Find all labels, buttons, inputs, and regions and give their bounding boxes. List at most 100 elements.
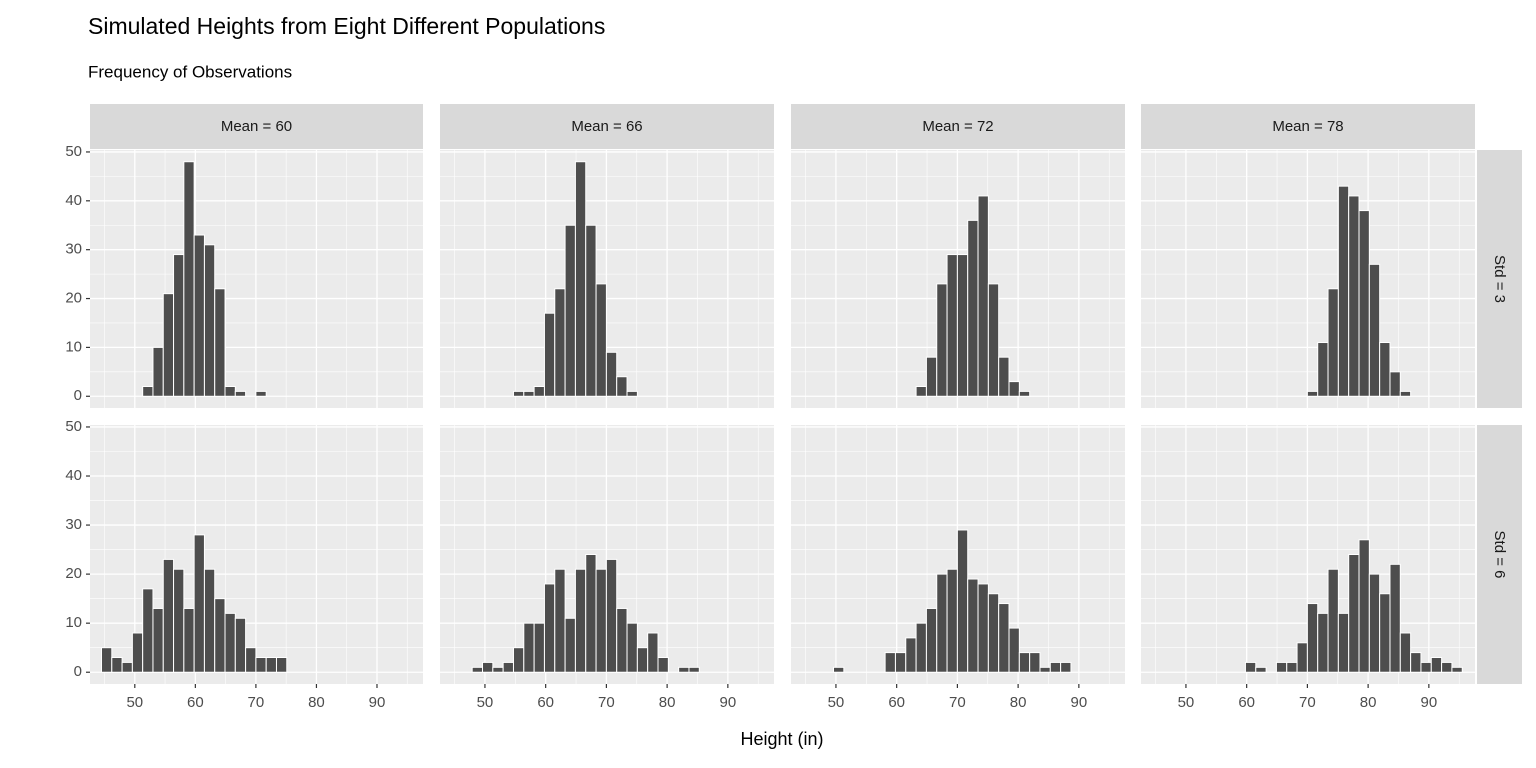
- bar: [224, 612, 236, 673]
- bar: [234, 390, 247, 397]
- bar: [1306, 390, 1319, 397]
- chart-title: Simulated Heights from Eight Different P…: [88, 13, 605, 39]
- bar: [1368, 263, 1381, 397]
- bar: [585, 554, 597, 673]
- y-tick-label: 20: [65, 565, 82, 582]
- y-tick-label: 0: [74, 387, 82, 404]
- bar: [936, 573, 948, 673]
- bar: [956, 254, 969, 397]
- y-tick-label: 20: [65, 290, 82, 307]
- bar: [543, 312, 556, 397]
- bar: [173, 568, 185, 673]
- x-tick-label: 90: [1421, 694, 1438, 711]
- bar: [1389, 563, 1401, 673]
- bar: [492, 666, 504, 673]
- x-tick-label: 60: [888, 694, 905, 711]
- bar: [1029, 652, 1041, 673]
- bar: [884, 652, 896, 673]
- y-tick-label: 50: [65, 418, 82, 435]
- y-tick-label: 0: [74, 663, 82, 680]
- bar: [214, 598, 226, 673]
- bar: [152, 346, 164, 397]
- x-tick-label: 70: [598, 694, 615, 711]
- bar: [502, 661, 514, 673]
- bar: [1348, 195, 1360, 397]
- x-tick-label: 60: [537, 694, 554, 711]
- x-tick-label: 70: [1299, 694, 1316, 711]
- bar: [605, 351, 618, 397]
- bar: [894, 652, 907, 673]
- bar: [1410, 652, 1422, 673]
- bar: [533, 386, 545, 397]
- facet-label: Mean = 60: [221, 118, 292, 135]
- x-tick-label: 50: [828, 694, 845, 711]
- bar: [987, 593, 1000, 673]
- bar: [967, 578, 979, 673]
- bar: [512, 647, 525, 673]
- x-tick-label: 90: [369, 694, 386, 711]
- x-tick-label: 80: [659, 694, 676, 711]
- bar: [616, 607, 628, 673]
- y-tick-label: 40: [65, 192, 82, 209]
- bar: [564, 617, 576, 673]
- facet-strip: [1477, 425, 1522, 684]
- bar: [915, 386, 927, 397]
- bar: [657, 657, 669, 673]
- bar: [977, 583, 989, 673]
- bar: [234, 617, 247, 673]
- bar: [595, 283, 607, 397]
- bar: [162, 293, 175, 397]
- facet-strip: [1141, 104, 1475, 149]
- bar: [998, 603, 1010, 673]
- x-tick-label: 80: [308, 694, 325, 711]
- bar: [512, 390, 525, 397]
- bar: [688, 666, 700, 673]
- bar: [1358, 539, 1370, 673]
- x-tick-label: 80: [1010, 694, 1027, 711]
- bar: [554, 568, 566, 673]
- bar: [533, 622, 545, 673]
- bar: [193, 234, 205, 397]
- facet-strip: [791, 104, 1125, 149]
- bar: [574, 161, 587, 397]
- bar: [626, 622, 638, 673]
- bar: [915, 622, 927, 673]
- x-tick-label: 50: [126, 694, 143, 711]
- bar: [1451, 666, 1463, 673]
- bar: [1049, 661, 1062, 673]
- bar: [523, 390, 535, 397]
- y-tick-label: 10: [65, 614, 82, 631]
- bar: [1399, 390, 1412, 397]
- bar: [245, 647, 257, 673]
- x-tick-label: 60: [187, 694, 204, 711]
- bar: [564, 224, 576, 397]
- bar: [1368, 573, 1381, 673]
- bar: [554, 288, 566, 397]
- bar: [1039, 666, 1051, 673]
- bar: [678, 666, 690, 673]
- bar: [214, 288, 226, 397]
- bar: [967, 219, 979, 397]
- bar: [1358, 210, 1370, 397]
- bar: [482, 661, 494, 673]
- x-tick-label: 50: [1178, 694, 1195, 711]
- bar: [987, 283, 1000, 397]
- bar: [1317, 612, 1329, 673]
- x-axis-label: Height (in): [740, 729, 823, 749]
- bar: [1244, 661, 1257, 673]
- bar: [1441, 661, 1453, 673]
- bar: [626, 390, 638, 397]
- facet-strip: [440, 104, 774, 149]
- bar: [936, 283, 948, 397]
- bar: [1420, 661, 1432, 673]
- bar: [956, 529, 969, 673]
- bar: [275, 657, 288, 673]
- x-tick-label: 90: [720, 694, 737, 711]
- bar: [1317, 342, 1329, 397]
- bar: [1399, 632, 1412, 673]
- bar: [585, 224, 597, 397]
- bar: [203, 568, 216, 673]
- bar: [1275, 661, 1288, 673]
- bar: [1348, 554, 1360, 673]
